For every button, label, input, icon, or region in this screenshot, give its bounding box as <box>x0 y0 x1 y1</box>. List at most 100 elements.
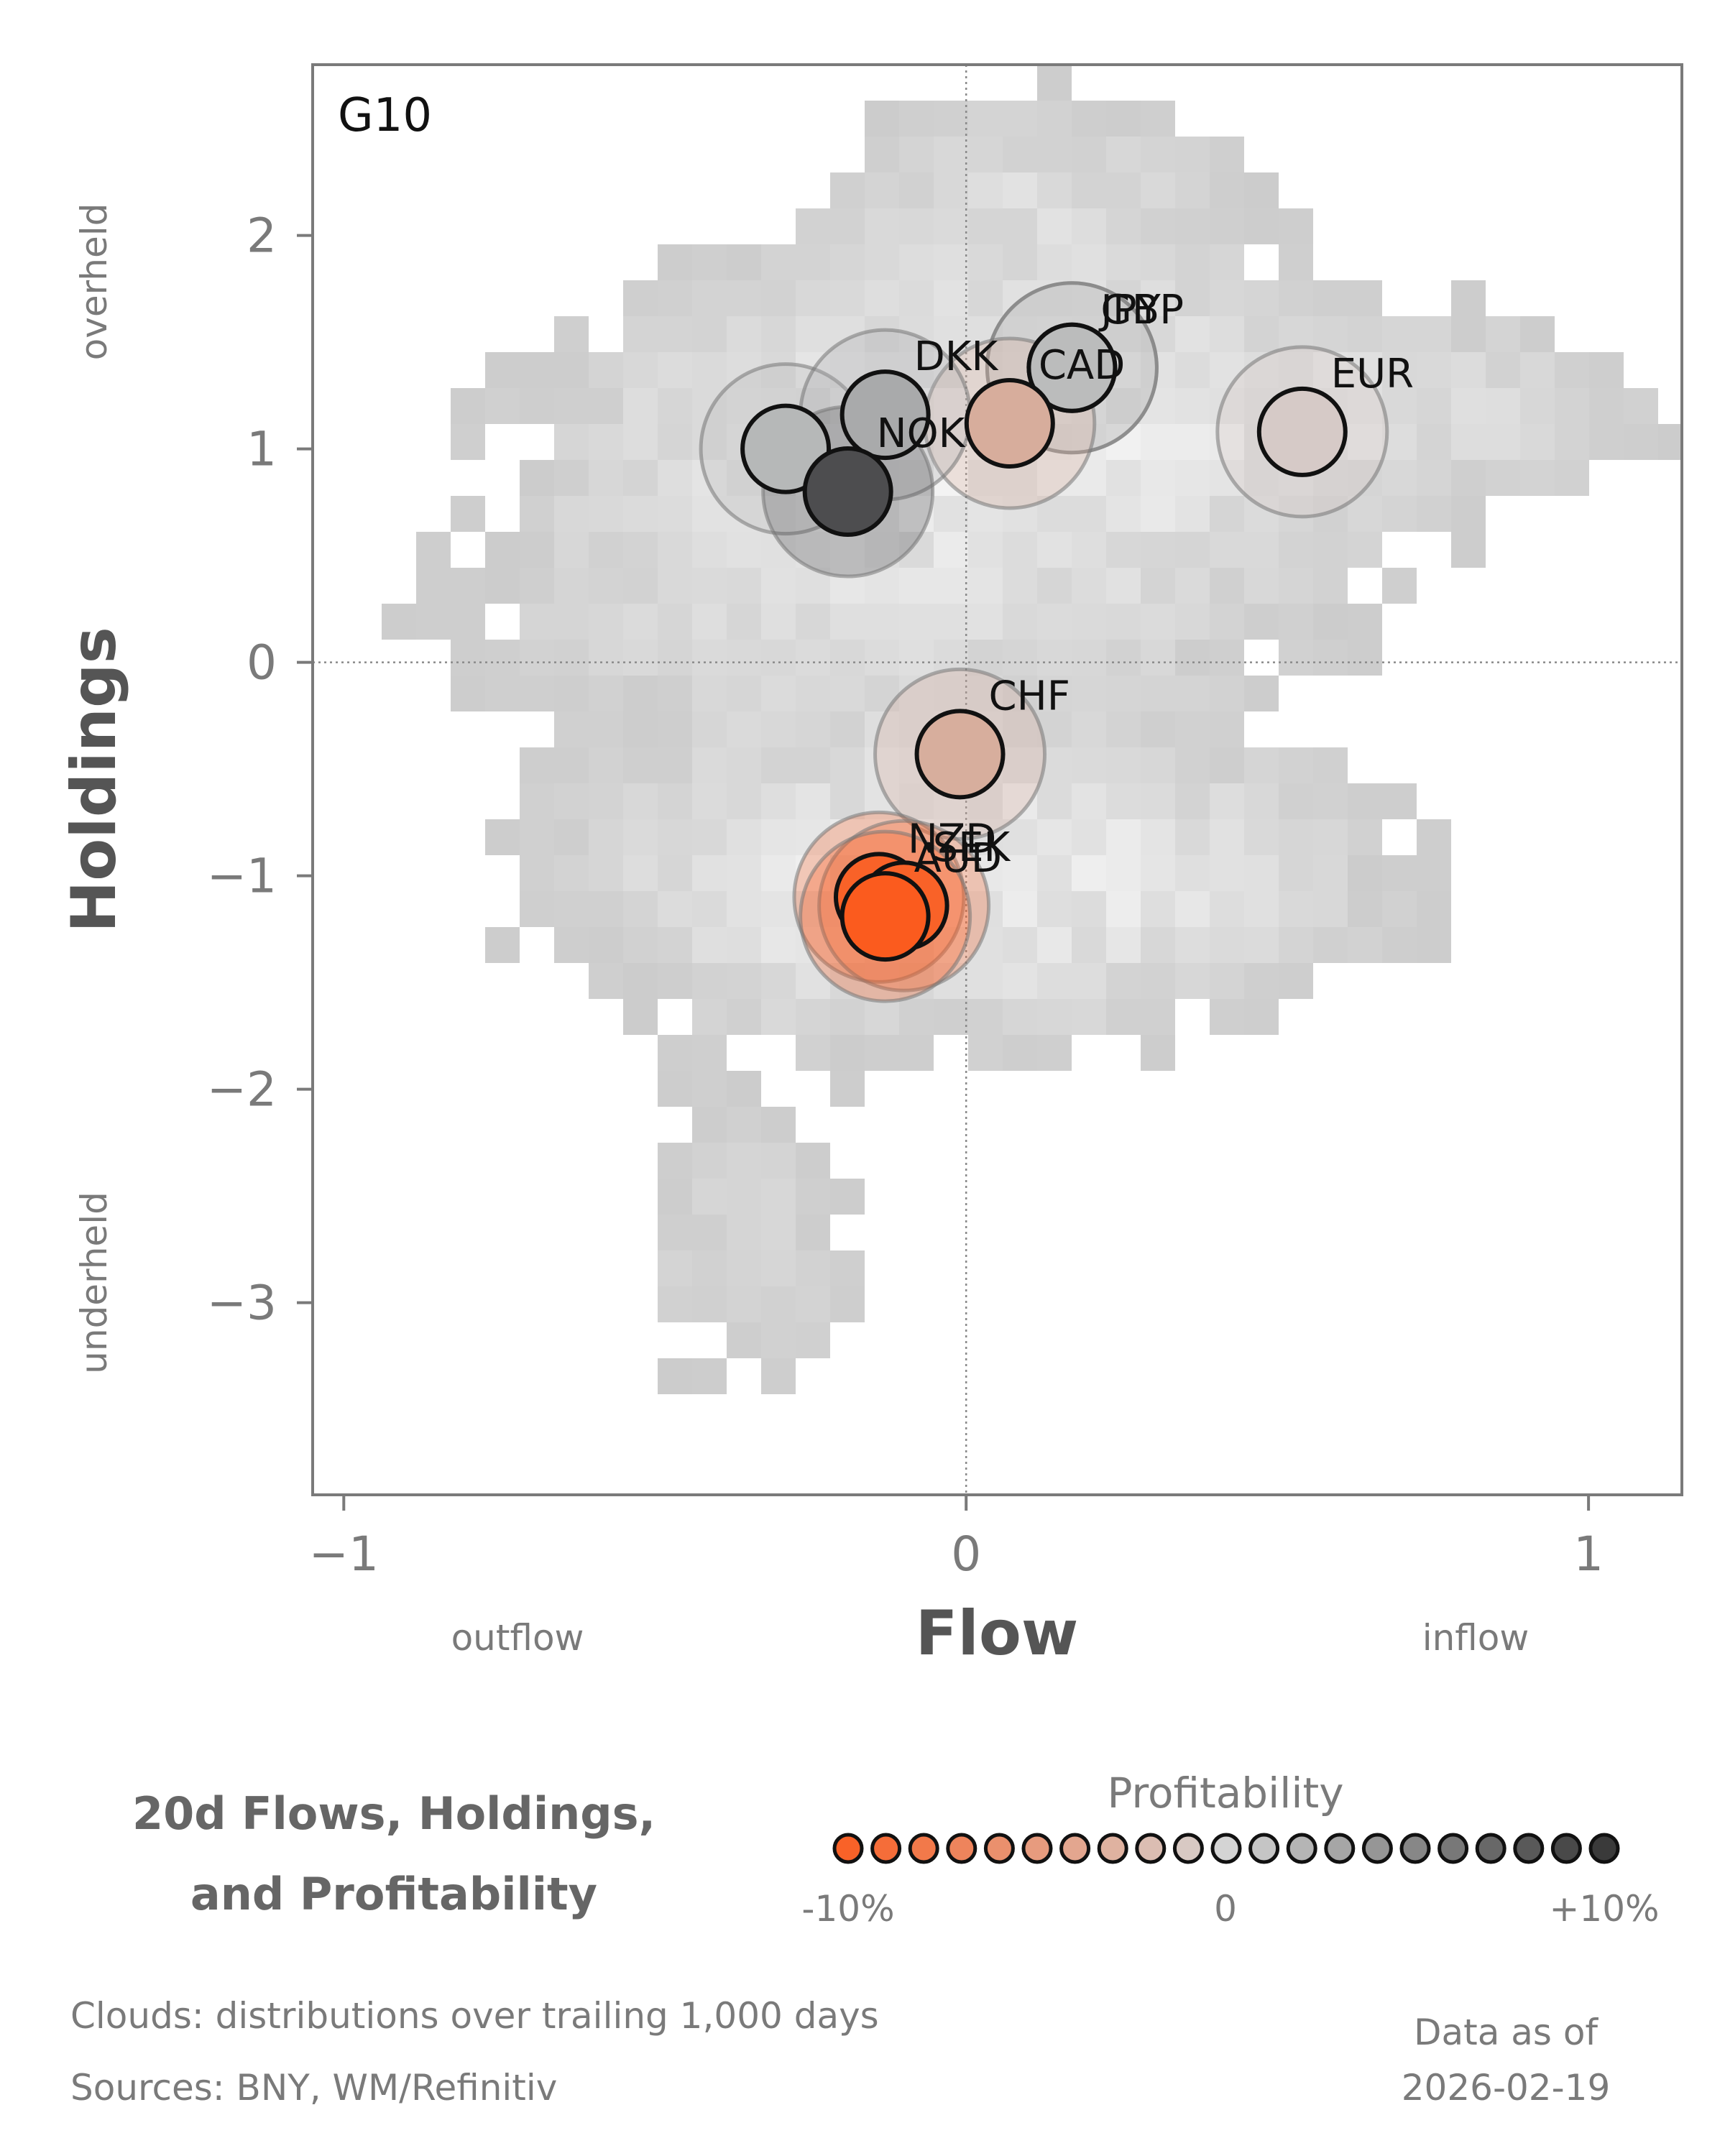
cloud-cell <box>1244 676 1279 711</box>
y-tick-label: 0 <box>247 635 277 691</box>
cloud-cell <box>830 172 865 208</box>
colorbar-swatch <box>1324 1833 1356 1864</box>
cloud-cell <box>554 424 589 460</box>
cloud-cell <box>1106 137 1141 172</box>
currency-label: CAD <box>1039 342 1126 389</box>
cloud-cell <box>692 244 727 280</box>
cloud-cell <box>865 747 899 783</box>
cloud-cell <box>968 137 1003 172</box>
cloud-cell <box>589 352 623 388</box>
cloud-cell <box>1003 208 1037 244</box>
cloud-cell <box>623 783 658 819</box>
cloud-cell <box>934 101 968 137</box>
cloud-cell <box>727 1179 761 1215</box>
cloud-cell <box>934 208 968 244</box>
cloud-cell <box>796 244 830 280</box>
cloud-cell <box>1072 208 1106 244</box>
cloud-cell <box>1279 783 1313 819</box>
cloud-cell <box>1348 855 1382 891</box>
cloud-cell <box>623 352 658 388</box>
cloud-cell <box>623 604 658 640</box>
cloud-cell <box>589 711 623 747</box>
cloud-cell <box>1313 604 1348 640</box>
cloud-cell <box>1451 496 1486 532</box>
cloud-cell <box>865 1035 899 1071</box>
cloud-cell <box>1313 640 1348 676</box>
cloud-cell <box>968 676 1003 711</box>
cloud-cell <box>451 568 485 604</box>
currency-label: CHF <box>989 673 1070 719</box>
cloud-cell <box>1589 388 1624 424</box>
cloud-cell <box>761 927 796 963</box>
cloud-cell <box>623 388 658 424</box>
cloud-cell <box>865 172 899 208</box>
colorbar <box>832 1833 1620 1864</box>
cloud-cell <box>1141 604 1175 640</box>
cloud-cell <box>865 676 899 711</box>
cloud-cell <box>589 819 623 855</box>
cloud-cell <box>1141 460 1175 496</box>
cloud-cell <box>554 891 589 927</box>
cloud-cell <box>485 568 520 604</box>
cloud-cell <box>1589 352 1624 388</box>
y-tick-label: −3 <box>207 1276 277 1331</box>
cloud-cell <box>1210 244 1244 280</box>
currency-label: DKK <box>914 333 999 380</box>
cloud-cell <box>1106 783 1141 819</box>
cloud-cell <box>1210 137 1244 172</box>
currency-label: EUR <box>1331 351 1414 397</box>
cloud-cell <box>899 208 934 244</box>
cloud-cell <box>623 891 658 927</box>
cloud-cell <box>658 963 692 999</box>
cloud-cell <box>1003 891 1037 927</box>
cloud-cell <box>623 496 658 532</box>
cloud-cell <box>1072 604 1106 640</box>
cloud-cell <box>968 963 1003 999</box>
cloud-cell <box>1451 280 1486 316</box>
cloud-cell <box>727 783 761 819</box>
cloud-cell <box>1244 604 1279 640</box>
colorbar-swatch <box>1361 1833 1393 1864</box>
cloud-cell <box>1313 747 1348 783</box>
cloud-cell <box>968 244 1003 280</box>
currency-point <box>740 403 832 494</box>
cloud-cell <box>1003 711 1037 747</box>
cloud-cell <box>1382 316 1417 352</box>
cloud-cell <box>1175 208 1210 244</box>
cloud-cell <box>520 640 554 676</box>
cloud-cell <box>727 891 761 927</box>
cloud-cell <box>1382 388 1417 424</box>
cloud-cell <box>1141 208 1175 244</box>
cloud-cell <box>1106 711 1141 747</box>
cloud-cell <box>1382 783 1417 819</box>
cloud-cell <box>520 676 554 711</box>
cloud-cell <box>1037 568 1072 604</box>
cloud-cell <box>761 1286 796 1322</box>
cloud-cell <box>899 137 934 172</box>
cloud-cell <box>1348 819 1382 855</box>
cloud-cell <box>934 137 968 172</box>
cloud-cell <box>1555 388 1589 424</box>
cloud-cell <box>1210 891 1244 927</box>
plot-frame <box>311 63 1683 1496</box>
cloud-cell <box>761 783 796 819</box>
cloud-cell <box>1175 783 1210 819</box>
cloud-cell <box>692 1071 727 1107</box>
cloud-cell <box>761 244 796 280</box>
cloud-cell <box>1555 424 1589 460</box>
cloud-cell <box>1348 316 1382 352</box>
colorbar-swatch <box>1210 1833 1242 1864</box>
cloud-cell <box>1210 568 1244 604</box>
cloud-cell <box>1072 963 1106 999</box>
cloud-cell <box>830 640 865 676</box>
cloud-cell <box>589 460 623 496</box>
cloud-cell <box>1348 640 1382 676</box>
cloud-cell <box>554 711 589 747</box>
cloud-cell <box>658 1286 692 1322</box>
cloud-cell <box>1417 496 1451 532</box>
cloud-cell <box>1175 819 1210 855</box>
cloud-cell <box>1106 101 1141 137</box>
cloud-cell <box>796 711 830 747</box>
cloud-cell <box>554 747 589 783</box>
currency-point <box>802 446 893 538</box>
